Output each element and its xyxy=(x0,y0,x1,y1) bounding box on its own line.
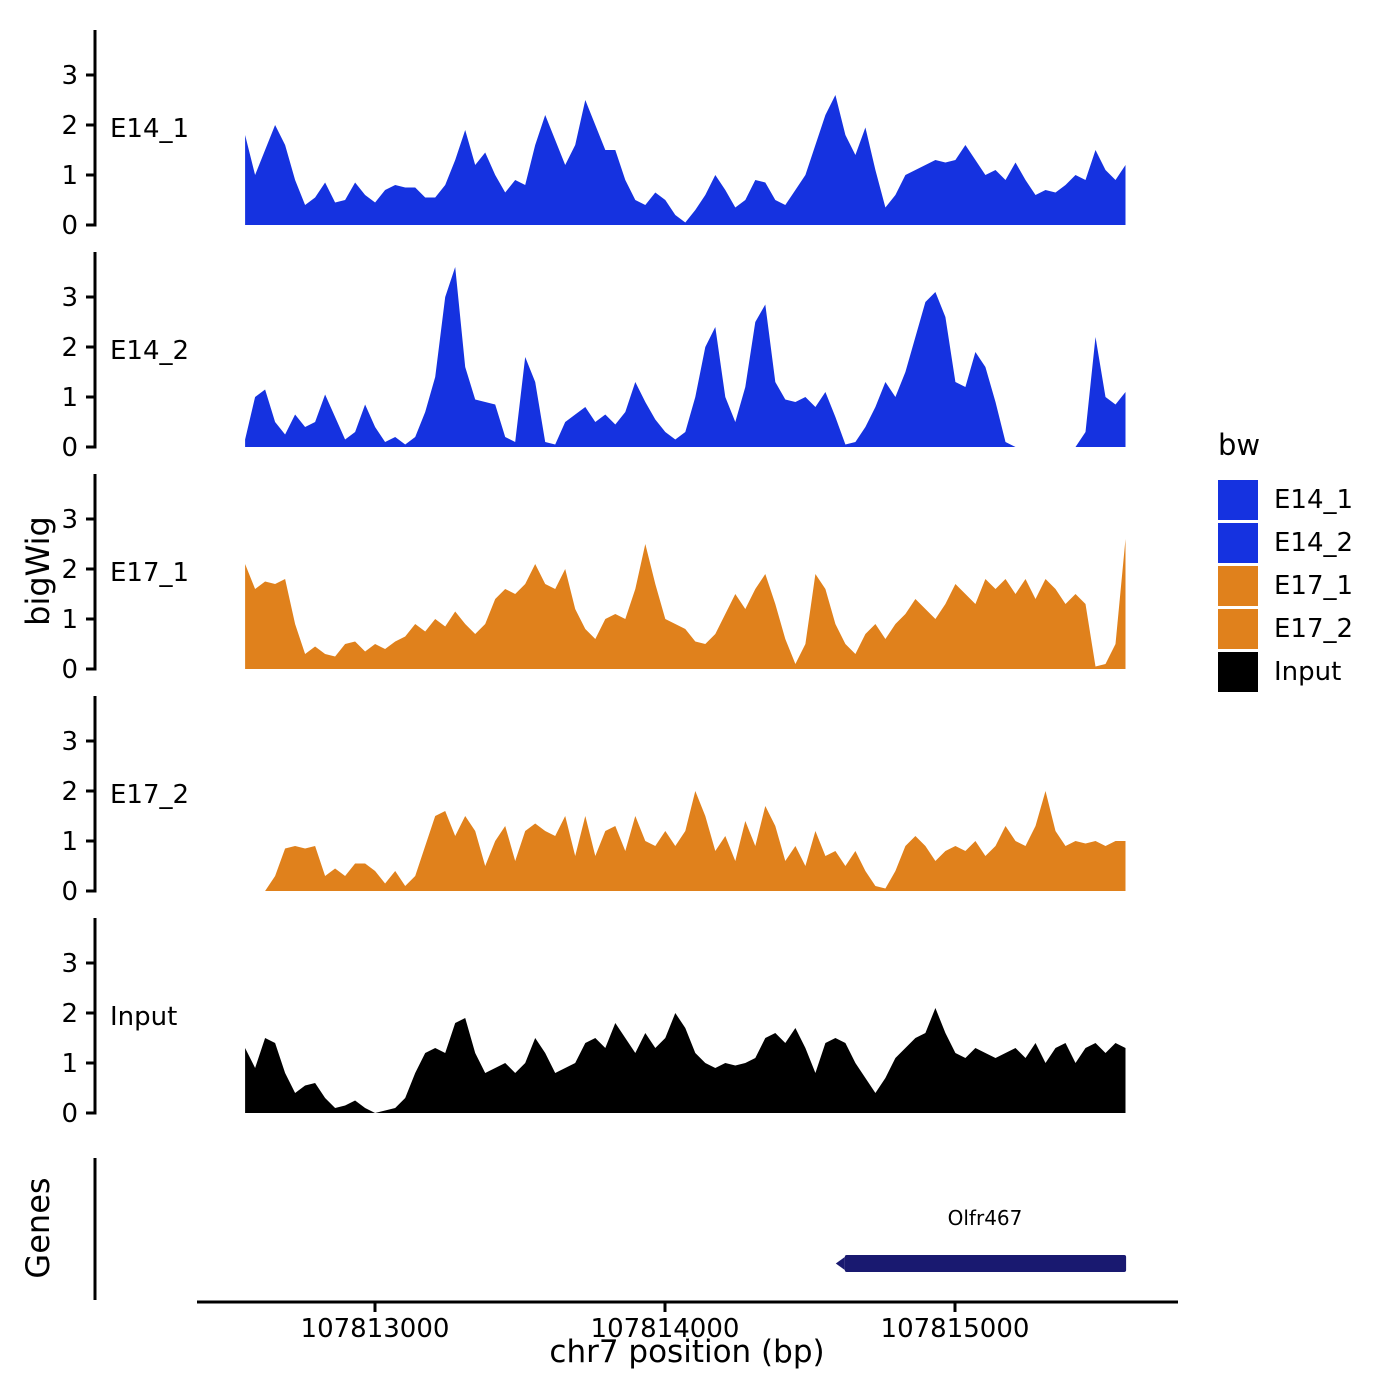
y-tick-label: 3 xyxy=(61,949,78,979)
y-tick-label: 3 xyxy=(61,283,78,313)
x-tick-label: 107814000 xyxy=(591,1314,740,1344)
x-axis-title: chr7 position (bp) xyxy=(549,1334,825,1370)
legend-item-label: E17_2 xyxy=(1274,614,1354,644)
y-tick-label: 2 xyxy=(61,111,78,141)
legend-item-label: E17_1 xyxy=(1274,571,1354,601)
track-label-Input: Input xyxy=(110,1002,177,1032)
track-label-E14_1: E14_1 xyxy=(110,114,189,144)
y-tick-label: 1 xyxy=(61,827,78,857)
y-tick-label: 1 xyxy=(61,605,78,635)
legend-item-label: E14_2 xyxy=(1274,528,1354,558)
legend-items: E14_1 E14_2 E17_1 E17_2 Input xyxy=(1218,480,1353,692)
legend-title: bw xyxy=(1218,428,1261,462)
legend-item-label: E14_1 xyxy=(1274,485,1354,515)
legend-swatch-icon xyxy=(1218,480,1258,520)
y-tick-label: 2 xyxy=(61,999,78,1029)
gene-body-olfr467 xyxy=(844,1255,1127,1272)
legend-item-Input: Input xyxy=(1218,652,1353,692)
legend-swatch-icon xyxy=(1218,566,1258,606)
y-tick-label: 2 xyxy=(61,555,78,585)
y-tick-label: 0 xyxy=(61,433,78,463)
track-area-E14_2 xyxy=(245,267,1126,447)
x-tick-label: 107815000 xyxy=(881,1314,1030,1344)
track-area-E17_2 xyxy=(245,791,1126,891)
y-tick-label: 0 xyxy=(61,211,78,241)
track-label-E17_2: E17_2 xyxy=(110,780,189,810)
y-tick-label: 0 xyxy=(61,877,78,907)
legend-item-E17_1: E17_1 xyxy=(1218,566,1353,606)
legend-item-E14_1: E14_1 xyxy=(1218,480,1353,520)
y-tick-label: 3 xyxy=(61,727,78,757)
track-label-E14_2: E14_2 xyxy=(110,336,189,366)
y-tick-label: 1 xyxy=(61,1049,78,1079)
y-tick-label: 1 xyxy=(61,161,78,191)
legend: bw E14_1 E14_2 E17_1 E17_2 Input xyxy=(1218,428,1353,695)
track-area-E17_1 xyxy=(245,539,1126,669)
track-area-Input xyxy=(245,1008,1126,1113)
legend-swatch-icon xyxy=(1218,523,1258,563)
track-area-E14_1 xyxy=(245,95,1126,225)
legend-item-E17_2: E17_2 xyxy=(1218,609,1353,649)
legend-item-label: Input xyxy=(1274,657,1342,687)
gene-strand-arrow-icon xyxy=(835,1257,845,1270)
x-tick-label: 107813000 xyxy=(301,1314,450,1344)
legend-swatch-icon xyxy=(1218,609,1258,649)
gene-name-label: Olfr467 xyxy=(947,1206,1023,1230)
y-tick-label: 1 xyxy=(61,383,78,413)
legend-swatch-icon xyxy=(1218,652,1258,692)
track-label-E17_1: E17_1 xyxy=(110,558,189,588)
y-tick-label: 2 xyxy=(61,333,78,363)
y-tick-label: 3 xyxy=(61,505,78,535)
y-axis-title: bigWig xyxy=(19,516,57,626)
y-tick-label: 2 xyxy=(61,777,78,807)
y-tick-label: 3 xyxy=(61,61,78,91)
legend-item-E14_2: E14_2 xyxy=(1218,523,1353,563)
y-tick-label: 0 xyxy=(61,1099,78,1129)
genes-axis-title: Genes xyxy=(19,1177,57,1279)
y-tick-label: 0 xyxy=(61,655,78,685)
